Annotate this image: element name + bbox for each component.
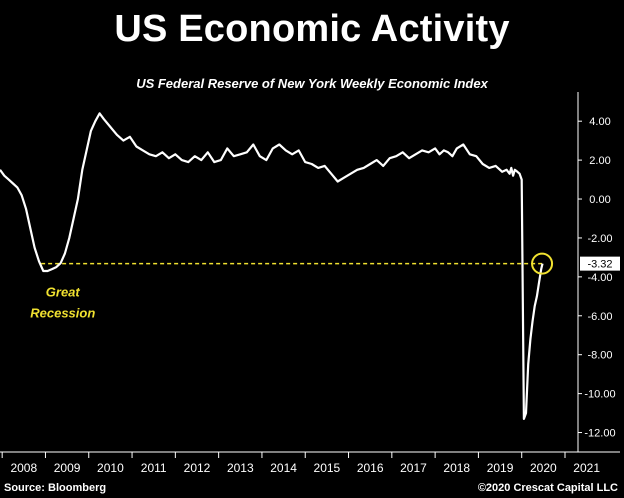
y-tick-label: -10.00 bbox=[584, 389, 615, 401]
y-tick-label: -12.00 bbox=[584, 428, 615, 440]
highlight-circle bbox=[531, 252, 554, 275]
series-line bbox=[0, 112, 544, 420]
x-tick-label: 2019 bbox=[487, 461, 514, 475]
x-tick-label: 2008 bbox=[10, 461, 37, 475]
y-tick-label: -6.00 bbox=[587, 311, 612, 323]
y-tick-label: 0.00 bbox=[589, 194, 610, 206]
x-tick-label: 2009 bbox=[54, 461, 81, 475]
copyright-note: ©2020 Crescat Capital LLC bbox=[477, 482, 618, 494]
last-value-box bbox=[580, 256, 620, 271]
x-tick-label: 2011 bbox=[141, 461, 167, 475]
y-tick-label: 4.00 bbox=[589, 116, 610, 128]
x-tick-label: 2020 bbox=[530, 461, 557, 475]
x-tick-label: 2010 bbox=[97, 461, 124, 475]
x-tick-label: 2013 bbox=[227, 461, 254, 475]
annotation-label: Great bbox=[46, 284, 81, 299]
x-tick-label: 2016 bbox=[357, 461, 384, 475]
x-tick-label: 2015 bbox=[314, 461, 341, 475]
x-tick-label: 2012 bbox=[184, 461, 211, 475]
y-tick-label: -8.00 bbox=[587, 350, 612, 362]
source-note: Source: Bloomberg bbox=[4, 482, 107, 494]
y-tick-label: -2.00 bbox=[587, 233, 612, 245]
y-tick-label: -4.00 bbox=[587, 272, 612, 284]
annotation-label: Recession bbox=[30, 306, 95, 321]
y-tick-label: 2.00 bbox=[589, 155, 610, 167]
chart-subtitle: US Federal Reserve of New York Weekly Ec… bbox=[136, 76, 488, 91]
x-tick-label: 2014 bbox=[270, 461, 297, 475]
x-tick-label: 2018 bbox=[443, 461, 470, 475]
x-tick-label: 2017 bbox=[400, 461, 427, 475]
chart-title: US Economic Activity bbox=[114, 8, 510, 50]
last-value-label: -3.32 bbox=[587, 259, 612, 271]
x-tick-label: 2021 bbox=[573, 461, 600, 475]
